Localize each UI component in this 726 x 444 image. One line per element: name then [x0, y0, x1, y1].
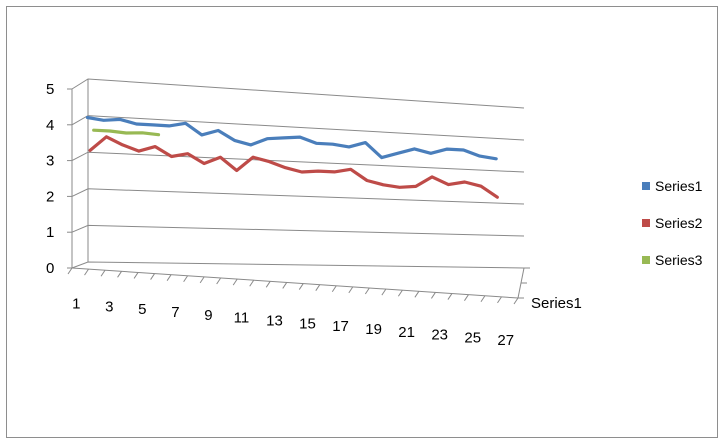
gridline	[71, 115, 525, 141]
x-tick-mark	[364, 287, 370, 295]
x-tick-mark	[348, 286, 354, 294]
x-tick-mark	[298, 283, 304, 290]
gridline	[71, 188, 525, 205]
x-tick-label: 23	[431, 327, 448, 344]
legend-label: Series2	[655, 215, 703, 231]
x-tick-label: 11	[234, 310, 250, 327]
x-tick-mark	[84, 268, 89, 276]
x-tick-mark	[117, 271, 122, 278]
x-tick-mark	[381, 288, 387, 296]
y-tick-label: 5	[46, 81, 54, 98]
y-tick-label: 0	[46, 260, 54, 277]
x-tick-label: 25	[464, 329, 481, 346]
floor-front-edge	[71, 267, 519, 299]
x-tick-label: 3	[105, 298, 113, 315]
x-tick-label: 7	[171, 304, 179, 321]
x-tick-mark	[331, 285, 337, 293]
gridline	[71, 78, 525, 109]
x-tick-mark	[166, 274, 172, 281]
x-tick-label: 17	[332, 318, 349, 335]
x-tick-mark	[133, 272, 139, 279]
x-tick-label: 21	[398, 324, 415, 341]
x-tick-mark	[480, 295, 486, 303]
x-tick-mark	[265, 281, 271, 288]
chart-walls	[71, 79, 525, 299]
series-line-2	[88, 135, 499, 199]
y-tick-label: 2	[46, 188, 54, 205]
y-tick-label: 3	[46, 153, 54, 170]
y-tick-label: 4	[46, 117, 54, 134]
x-tick-mark	[447, 293, 453, 300]
y-tick-label: 1	[46, 224, 54, 241]
chart-frame	[6, 6, 718, 438]
gridline	[71, 151, 525, 173]
x-tick-mark	[232, 278, 238, 286]
series-line-3	[92, 128, 161, 137]
x-tick-label: 15	[299, 315, 316, 332]
x-tick-mark	[430, 292, 436, 299]
gridline	[71, 261, 525, 269]
x-tick-mark	[513, 297, 519, 305]
x-tick-mark	[67, 267, 73, 275]
legend: Series1 Series2 Series3	[642, 178, 703, 268]
x-tick-mark	[497, 296, 502, 304]
legend-swatch	[642, 256, 650, 264]
x-tick-mark	[216, 277, 222, 285]
x-tick-mark	[150, 273, 156, 280]
x-tick-mark	[282, 282, 288, 289]
x-tick-mark	[315, 284, 321, 291]
x-tick-mark	[183, 275, 189, 283]
x-tick-label: 9	[204, 307, 212, 324]
x-tick-mark	[414, 291, 420, 298]
legend-label: Series3	[655, 252, 703, 268]
x-tick-mark	[464, 294, 469, 301]
series-line-1	[85, 115, 498, 161]
gridline	[71, 224, 525, 237]
gridlines	[67, 78, 525, 269]
series-lines	[85, 115, 499, 199]
legend-swatch	[642, 182, 650, 190]
x-tick-label: 19	[365, 321, 382, 338]
depth-axis-label: Series1	[531, 295, 582, 312]
legend-swatch	[642, 219, 650, 227]
x-tick-mark	[249, 279, 255, 287]
x-tick-label: 1	[72, 296, 80, 313]
legend-label: Series1	[655, 178, 703, 194]
x-tick-label: 5	[138, 301, 146, 318]
x-tick-mark	[199, 276, 205, 284]
y-axis-ticks: 0 1 2 3 4 5	[46, 81, 54, 277]
x-tick-mark	[100, 269, 106, 277]
x-tick-label: 27	[497, 332, 514, 349]
x-tick-mark	[397, 289, 403, 297]
x-tick-label: 13	[266, 312, 283, 329]
